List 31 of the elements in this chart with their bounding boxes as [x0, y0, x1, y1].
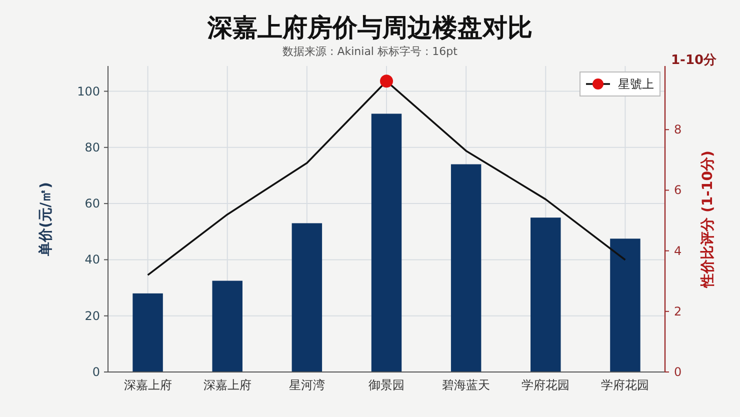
y2-tick-label: 6 [674, 183, 682, 198]
chart-title: 深嘉上府房价与周边楼盘对比 [206, 13, 532, 42]
x-tick-label: 御景园 [368, 378, 404, 392]
x-tick-label: 深嘉上府 [124, 378, 172, 392]
y2-tick-label: 0 [674, 365, 682, 379]
bar [212, 280, 242, 372]
legend-label: 星號上 [618, 77, 654, 91]
x-tick-label: 碧海蓝天 [442, 378, 490, 392]
bar [292, 223, 322, 372]
bar [530, 218, 561, 372]
x-tick-label: 学府花园 [601, 378, 650, 392]
bar [450, 164, 482, 372]
y2-tick-label: 4 [674, 244, 682, 258]
x-tick-label: 深嘉上府 [203, 378, 252, 392]
y-tick-label: 20 [84, 308, 100, 323]
y-axis-title: 单价(元/㎡) [38, 182, 54, 257]
y2-tick-label: 2 [674, 304, 682, 318]
x-tick-label: 星河湾 [288, 378, 325, 392]
chart-subtitle: 数据来源 : Akinial 标标字号 : 16pt [282, 45, 458, 58]
y-tick-label: 40 [84, 252, 100, 267]
y-tick-label: 80 [84, 140, 100, 154]
y-tick-label: 60 [84, 196, 100, 211]
y-tick-label: 0 [92, 365, 100, 379]
bar [132, 293, 163, 372]
bar [610, 238, 640, 372]
text: 1-10分 [671, 53, 718, 68]
y-tick-label: 100 [77, 84, 100, 98]
y2-axis-title: 性价比评分 (1-10分) [700, 150, 716, 288]
bar [371, 114, 402, 372]
x-tick-label: 学府花园 [522, 378, 570, 392]
y2-tick-label: 8 [674, 122, 682, 137]
